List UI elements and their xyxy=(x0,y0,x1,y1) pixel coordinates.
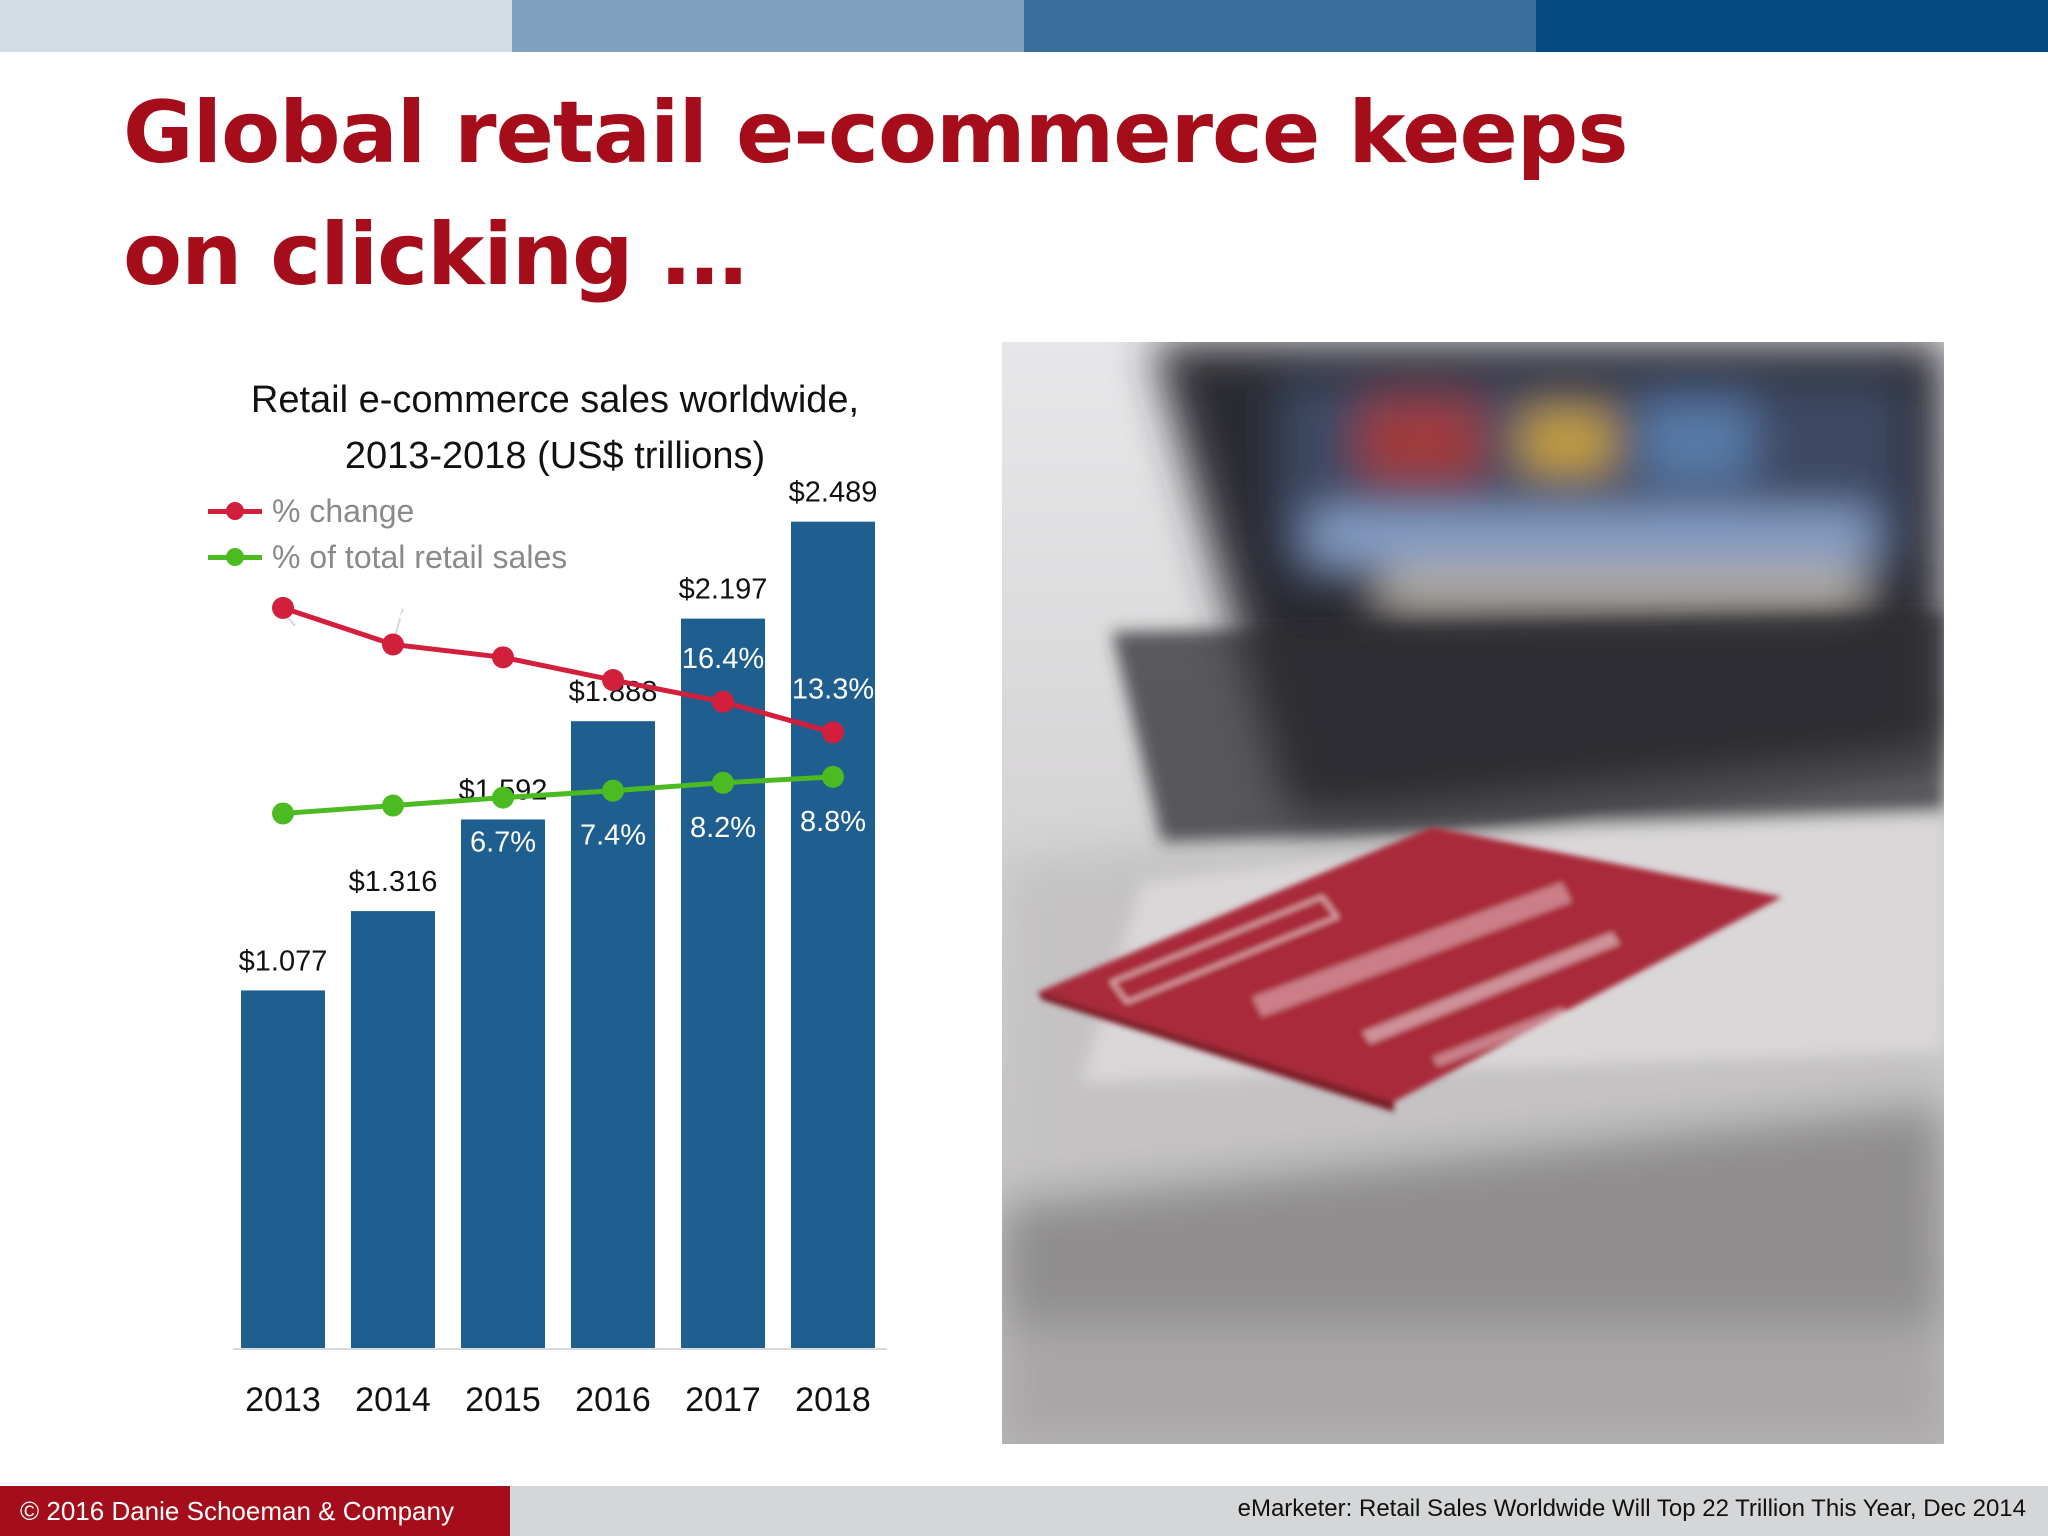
bar-value-label-2013: $1.077 xyxy=(239,945,328,977)
point-pct-retail-2016 xyxy=(602,779,624,802)
point-pct-retail-2018 xyxy=(822,765,844,788)
legend-marker-pct-retail-icon xyxy=(226,548,244,566)
top-bar-segment-1 xyxy=(0,0,512,52)
legend-marker-pct-change-icon xyxy=(226,502,244,520)
data-label-pct-retail-2015: 6.7% xyxy=(470,827,536,859)
legend-label-pct-change: % change xyxy=(272,493,415,529)
footer-source: eMarketer: Retail Sales Worldwide Will T… xyxy=(1237,1495,2026,1522)
point-pct-retail-2014 xyxy=(382,794,404,817)
point-pct-change-2014 xyxy=(382,633,404,656)
top-color-bar xyxy=(0,0,2048,52)
bar-2018 xyxy=(791,521,875,1348)
bar-value-label-2014: $1.316 xyxy=(349,866,438,898)
x-tick-label-2017: 2017 xyxy=(685,1381,761,1419)
data-label-pct-retail-2016: 7.4% xyxy=(580,820,646,852)
top-bar-segment-3 xyxy=(1024,0,1536,52)
credit-card-laptop-photo xyxy=(1002,342,1944,1444)
footer: © 2016 Danie Schoeman & Company eMarkete… xyxy=(0,1486,2048,1536)
chart-title: Retail e-commerce sales worldwide, 2013-… xyxy=(200,372,910,484)
leader-line-pct-change-2014 xyxy=(394,608,404,637)
footer-copyright: © 2016 Danie Schoeman & Company xyxy=(0,1486,510,1536)
slide-title: Global retail e-commerce keeps on clicki… xyxy=(123,83,1629,305)
bar-value-label-2018: $2.489 xyxy=(789,477,878,509)
series-line-pct-retail xyxy=(282,774,834,816)
chart-title-line-2: 2013-2018 (US$ trillions) xyxy=(344,435,766,477)
point-pct-change-2016 xyxy=(602,669,624,692)
data-label-pct-retail-2014: 5.9% xyxy=(360,835,426,867)
point-pct-change-2018 xyxy=(822,721,844,744)
top-bar-segment-4 xyxy=(1536,0,2048,52)
ecommerce-sales-chart: $1.0772013$1.3162014$1.5922015$1.8882016… xyxy=(233,477,887,1419)
data-label-pct-change-2013: 25.9% xyxy=(248,633,330,665)
data-label-pct-retail-2017: 8.2% xyxy=(690,812,756,844)
legend-item-pct-retail: % of total retail sales xyxy=(206,534,567,580)
chart-legend: % change % of total retail sales xyxy=(206,488,567,580)
legend-label-pct-retail: % of total retail sales xyxy=(272,539,568,575)
x-tick-label-2014: 2014 xyxy=(355,1381,431,1419)
x-tick-label-2018: 2018 xyxy=(795,1381,871,1419)
bar-2013 xyxy=(241,990,325,1348)
legend-item-pct-change: % change xyxy=(206,488,567,534)
data-label-pct-change-2018: 13.3% xyxy=(792,673,874,705)
point-pct-change-2013 xyxy=(272,596,294,619)
point-pct-retail-2015 xyxy=(492,786,514,809)
x-tick-label-2015: 2015 xyxy=(465,1381,541,1419)
chart-title-line-1: Retail e-commerce sales worldwide, xyxy=(250,379,860,421)
data-label-pct-retail-2018: 8.8% xyxy=(800,806,866,838)
data-label-pct-change-2017: 16.4% xyxy=(682,643,764,675)
point-pct-retail-2013 xyxy=(272,802,294,825)
point-pct-retail-2017 xyxy=(712,771,734,794)
point-pct-change-2017 xyxy=(712,690,734,713)
data-label-pct-retail-2013: 5.1% xyxy=(250,842,316,874)
data-label-pct-change-2016: 18.6% xyxy=(572,621,654,653)
data-label-pct-change-2014: 22.2% xyxy=(358,593,440,625)
bar-2014 xyxy=(351,911,435,1348)
top-bar-segment-2 xyxy=(512,0,1024,52)
bar-value-label-2017: $2.197 xyxy=(679,574,768,606)
x-tick-label-2013: 2013 xyxy=(245,1381,321,1419)
data-label-pct-change-2015: 20.9% xyxy=(462,598,544,630)
x-tick-label-2016: 2016 xyxy=(575,1381,651,1419)
bar-2016 xyxy=(571,721,655,1348)
bar-2015 xyxy=(461,819,545,1348)
point-pct-change-2015 xyxy=(492,646,514,669)
series-line-pct-change xyxy=(282,605,834,735)
bar-2017 xyxy=(681,618,765,1348)
